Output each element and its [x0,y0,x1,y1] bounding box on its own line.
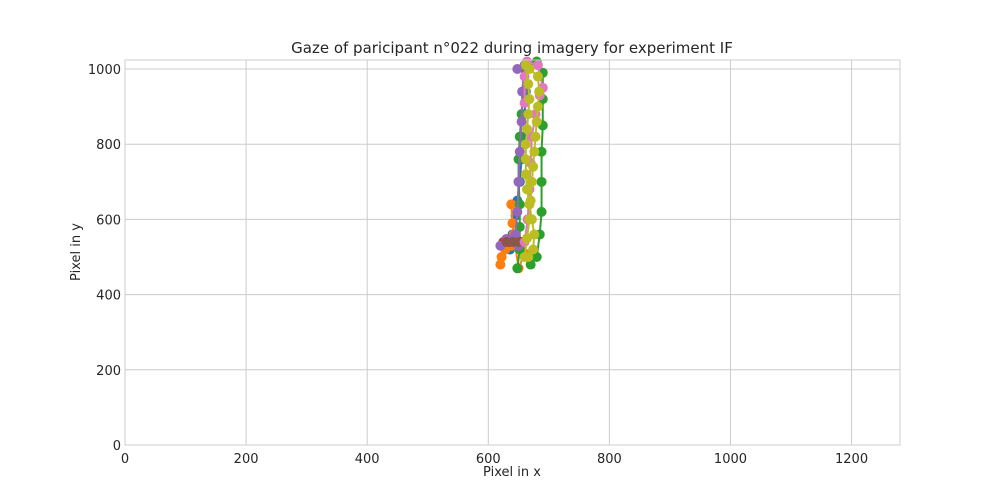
gaze-point [530,131,541,142]
y-tick-label: 0 [113,439,121,454]
y-tick-label: 600 [96,213,121,228]
gaze-point [528,244,539,255]
x-tick-label: 1200 [835,452,868,467]
chart-title: Gaze of paricipant n°022 during imagery … [291,39,733,57]
x-tick-label: 1000 [714,452,747,467]
y-tick-label: 800 [96,138,121,153]
gaze-point [520,154,531,165]
gaze-point [536,206,547,217]
gaze-point [495,259,506,270]
gaze-point [522,184,533,195]
gaze-point [523,109,534,120]
gaze-point [534,86,545,97]
gaze-point [529,146,540,157]
x-axis-label: Pixel in x [483,465,541,480]
x-tick-label: 200 [234,452,259,467]
gaze-point [528,161,539,172]
gaze-point [526,176,537,187]
gaze-point [520,169,531,180]
gaze-point [524,94,535,105]
gaze-point [523,79,534,90]
gaze-point [523,252,534,263]
y-tick-label: 200 [96,364,121,379]
y-tick-label: 400 [96,289,121,304]
gaze-point [532,101,543,112]
gaze-point [506,199,517,210]
gaze-point [512,263,523,274]
x-tick-label: 0 [121,452,129,467]
gaze-point [522,124,533,135]
gaze-point [496,252,507,263]
gaze-point [536,146,547,157]
gaze-point [526,214,537,225]
y-axis-label: Pixel in y [69,223,84,281]
gaze-point [514,146,525,157]
gaze-point [525,259,536,270]
gaze-point [531,252,542,263]
gaze-point [531,116,542,127]
plot-frame [124,59,901,446]
y-tick-label: 1000 [88,63,121,78]
gaze-point [512,206,523,217]
gaze-point [524,199,535,210]
x-tick-label: 400 [355,452,380,467]
series-group [495,56,548,274]
gaze-point [536,176,547,187]
gaze-point [516,116,527,127]
gaze-point [532,60,543,71]
x-tick-label: 800 [597,452,622,467]
gaze-point [532,71,543,82]
x-tick-label: 600 [476,452,501,467]
gaze-point [510,229,521,240]
gaze-point [512,64,523,75]
gaze-point [520,60,531,71]
gaze-point [520,139,531,150]
gaze-point [529,229,540,240]
gaze-point [513,176,524,187]
tick-labels: 0 200 400 600 800 1000 1200 0 200 400 600 800 1000 [88,63,868,467]
plot-area [495,56,548,274]
